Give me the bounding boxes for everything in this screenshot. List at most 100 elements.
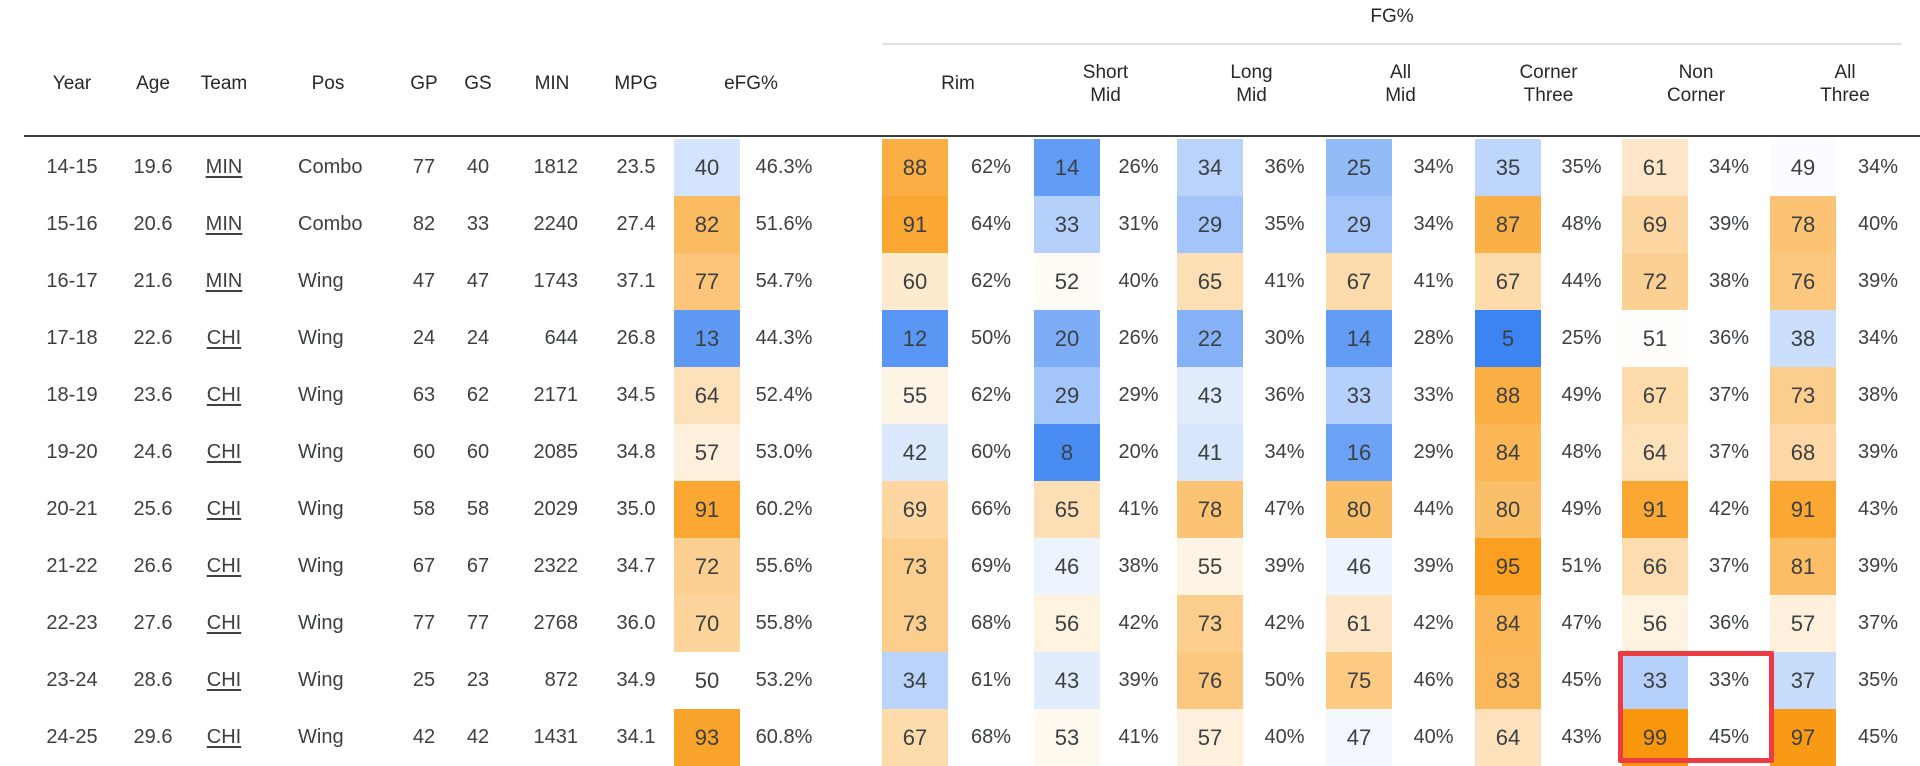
mpg-cell: 34.1 [616,726,656,748]
gs-cell: 67 [466,555,490,577]
col-header-pos: Pos [311,73,345,95]
efg-value: 55.8% [755,612,813,634]
all-three-value: 39% [1857,270,1899,292]
team-link[interactable]: MIN [205,213,243,235]
corner-three-percentile-cell: 64 [1475,709,1541,766]
efg-percentile-cell: 13 [674,310,740,367]
long-mid-percentile-cell: 76 [1177,652,1243,709]
long-mid-value: 36% [1264,384,1305,406]
short-mid-percentile-cell: 43 [1034,652,1100,709]
long-mid-value: 47% [1264,498,1305,520]
corner-three-percentile-cell: 87 [1475,196,1541,253]
long-mid-value: 34% [1264,441,1305,463]
min-cell: 872 [544,669,578,691]
team-link[interactable]: MIN [205,156,243,178]
short-mid-percentile-cell: 56 [1034,595,1100,652]
gs-cell: 47 [466,270,490,292]
gp-cell: 63 [412,384,436,406]
min-cell: 2768 [533,612,579,634]
long-mid-value: 50% [1264,669,1305,691]
non-corner-value: 37% [1708,555,1750,577]
rim-percentile-cell: 88 [882,139,948,196]
team-link[interactable]: CHI [206,555,242,577]
short-mid-percentile-cell: 65 [1034,481,1100,538]
all-mid-percentile-cell: 80 [1326,481,1392,538]
rim-value: 68% [970,726,1012,748]
pos-cell: Wing [298,270,344,292]
all-mid-value: 28% [1413,327,1454,349]
year-cell: 19-20 [46,441,98,463]
all-mid-value: 34% [1413,213,1454,235]
team-cell: MIN [190,213,258,236]
all-mid-value: 34% [1413,156,1454,178]
fg-group-underline [882,43,1902,45]
min-cell: 2171 [533,384,579,406]
mpg-cell: 23.5 [616,156,656,178]
non-corner-percentile-cell: 67 [1622,367,1688,424]
long-mid-percentile-cell: 41 [1177,424,1243,481]
team-link[interactable]: CHI [206,669,242,691]
non-corner-percentile-cell: 51 [1622,310,1688,367]
team-cell: CHI [190,669,258,692]
corner-three-value: 43% [1561,726,1602,748]
table-row: 15-16 20.6 MIN Combo 82 33 2240 27.4 82 … [0,196,1920,253]
team-link[interactable]: CHI [206,498,242,520]
all-three-value: 37% [1857,612,1899,634]
team-link[interactable]: MIN [205,270,243,292]
table-body: 14-15 19.6 MIN Combo 77 40 1812 23.5 40 … [0,139,1920,766]
team-cell: CHI [190,555,258,578]
efg-value: 46.3% [755,156,813,178]
short-mid-percentile-cell: 33 [1034,196,1100,253]
efg-percentile-cell: 57 [674,424,740,481]
gs-cell: 40 [466,156,490,178]
team-link[interactable]: CHI [206,726,242,748]
col-header-min: MIN [534,73,570,95]
short-mid-value: 39% [1118,669,1159,691]
team-link[interactable]: CHI [206,441,242,463]
year-cell: 20-21 [46,498,98,520]
team-link[interactable]: CHI [206,327,242,349]
all-three-value: 45% [1857,726,1899,748]
all-mid-value: 33% [1413,384,1454,406]
team-cell: MIN [190,270,258,293]
age-cell: 27.6 [133,612,173,634]
efg-percentile-cell: 82 [674,196,740,253]
pos-cell: Wing [298,384,344,406]
mpg-cell: 34.8 [616,441,656,463]
corner-three-percentile-cell: 67 [1475,253,1541,310]
rim-value: 61% [970,669,1012,691]
short-mid-value: 41% [1118,498,1159,520]
team-link[interactable]: CHI [206,612,242,634]
efg-value: 53.2% [755,669,813,691]
team-cell: CHI [190,498,258,521]
gs-cell: 58 [466,498,490,520]
year-cell: 22-23 [46,612,98,634]
mpg-cell: 34.9 [616,669,656,691]
efg-percentile-cell: 93 [674,709,740,766]
rim-value: 62% [970,270,1012,292]
col-header-gp: GP [410,73,438,95]
non-corner-value: 33% [1708,669,1750,691]
all-mid-percentile-cell: 16 [1326,424,1392,481]
all-three-percentile-cell: 37 [1770,652,1836,709]
rim-percentile-cell: 55 [882,367,948,424]
table-row: 18-19 23.6 CHI Wing 63 62 2171 34.5 64 5… [0,367,1920,424]
gp-cell: 42 [412,726,436,748]
non-corner-percentile-cell: 99 [1622,709,1688,766]
age-cell: 28.6 [133,669,173,691]
non-corner-percentile-cell: 56 [1622,595,1688,652]
long-mid-value: 35% [1264,213,1305,235]
non-corner-value: 37% [1708,384,1750,406]
gp-cell: 67 [412,555,436,577]
corner-three-percentile-cell: 84 [1475,595,1541,652]
col-header-rim: Rim [941,73,975,95]
corner-three-percentile-cell: 35 [1475,139,1541,196]
team-link[interactable]: CHI [206,384,242,406]
col-header-gs: GS [464,73,492,95]
header-divider-line [24,135,1920,137]
efg-percentile-cell: 77 [674,253,740,310]
table-row: 23-24 28.6 CHI Wing 25 23 872 34.9 50 53… [0,652,1920,709]
non-corner-value: 45% [1708,726,1750,748]
gs-cell: 33 [466,213,490,235]
min-cell: 644 [544,327,578,349]
